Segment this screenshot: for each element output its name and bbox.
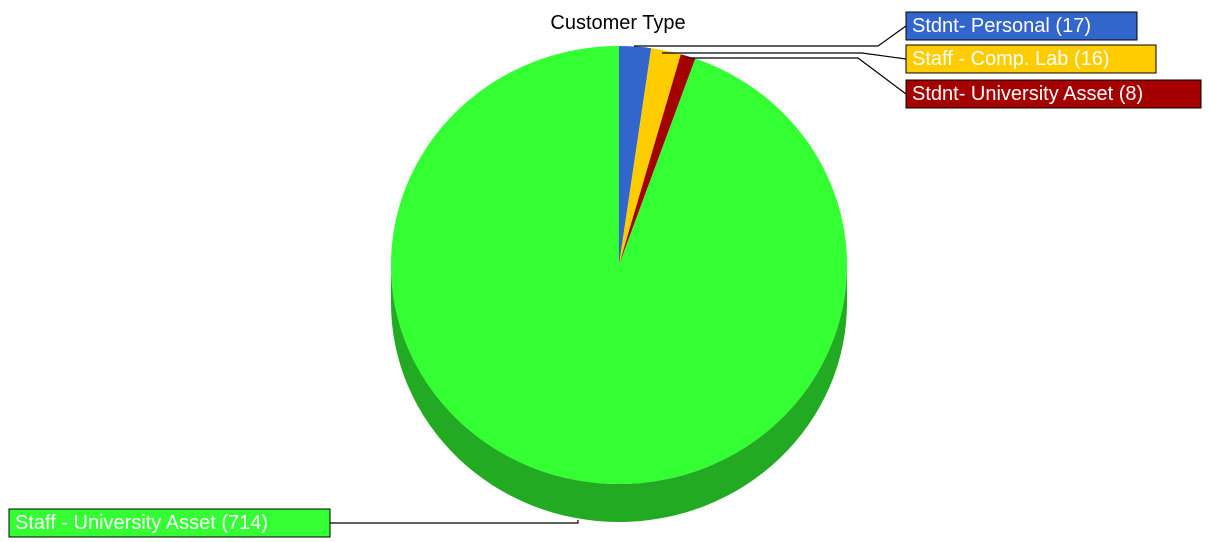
leader-line-3 [330, 520, 579, 524]
slice-label-1: Staff - Comp. Lab (16) [912, 48, 1110, 70]
slice-label-3: Staff - University Asset (714) [15, 512, 268, 534]
label-leader-lines [330, 25, 907, 524]
slice-label-box-0 [905, 11, 1138, 41]
slice-label-box-2 [905, 79, 1202, 109]
slice-label-box-1 [905, 44, 1157, 74]
slice-label-2: Stdnt- University Asset (8) [912, 83, 1143, 105]
pie-slice-2[interactable] [619, 54, 696, 266]
leader-line-1 [662, 52, 907, 60]
leader-line-2 [686, 57, 907, 95]
pie-top-layer [391, 46, 848, 484]
leader-line-0 [634, 25, 907, 47]
slice-label-box-3 [8, 508, 331, 538]
pie-slice-0[interactable] [619, 46, 652, 265]
chart-title: Customer Type [550, 12, 685, 34]
slice-label-0: Stdnt- Personal (17) [912, 15, 1091, 37]
pie-depth-layer [391, 265, 847, 522]
pie-slice-3[interactable] [391, 46, 848, 484]
pie-slice-side-3 [391, 265, 847, 522]
slice-labels: Stdnt- Personal (17) Staff - Comp. Lab (1… [8, 11, 1202, 538]
pie-slice-1[interactable] [619, 48, 681, 265]
